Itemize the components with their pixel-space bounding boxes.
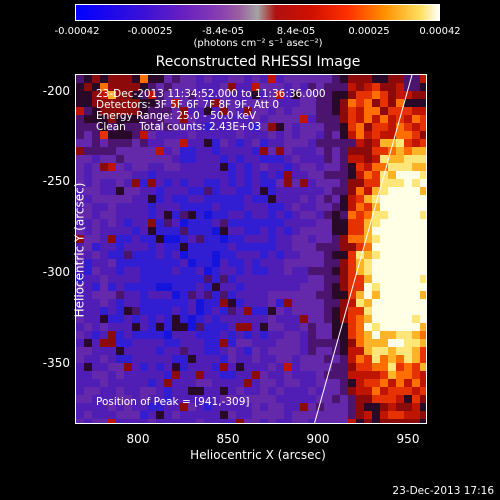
x-axis-label: Heliocentric X (arcsec) xyxy=(190,448,326,462)
peak-position: Position of Peak = [941,-309] xyxy=(96,396,250,408)
y-tick-label: -250 xyxy=(42,174,70,188)
colorbar-tick-label: 0.00042 xyxy=(419,26,461,37)
x-tick-label: 950 xyxy=(396,432,420,446)
colorbar-tick-label: -8.4e-05 xyxy=(202,26,244,37)
rhessi-image-plot[interactable]: 23-Dec-2013 11:34:52.000 to 11:36:36.000… xyxy=(75,74,427,424)
detectors-info: Detectors: 3F 5F 6F 7F 8F 9F, Att 0 xyxy=(96,99,280,111)
heatmap-image xyxy=(76,75,426,423)
colorbar-tick-label: 8.4e-05 xyxy=(276,26,316,37)
y-tick-label: -350 xyxy=(42,356,70,370)
x-tick-label: 900 xyxy=(306,432,330,446)
x-tick-label: 800 xyxy=(126,432,150,446)
colorbar-units: (photons cm⁻² s⁻¹ asec⁻²) xyxy=(193,38,323,49)
obs-time-range: 23-Dec-2013 11:34:52.000 to 11:36:36.000 xyxy=(96,88,326,100)
colorbar-tick-label: -0.00042 xyxy=(54,26,100,37)
limb-line xyxy=(314,75,413,423)
colorbar-tick-label: 0.00025 xyxy=(348,26,390,37)
energy-range-info: Energy Range: 25.0 - 50.0 keV xyxy=(96,110,257,122)
image-title: Reconstructed RHESSI Image xyxy=(155,54,361,70)
colorbar-tick-label: -0.00025 xyxy=(127,26,173,37)
clean-counts-info: Clean Total counts: 2.43E+03 xyxy=(96,121,262,133)
colorbar xyxy=(75,4,440,21)
plot-timestamp: 23-Dec-2013 17:16 xyxy=(392,485,494,497)
y-tick-label: -300 xyxy=(42,265,70,279)
y-tick-label: -200 xyxy=(42,84,70,98)
y-axis-label: Heliocentric Y (arcsec) xyxy=(72,182,87,318)
x-tick-label: 850 xyxy=(216,432,240,446)
